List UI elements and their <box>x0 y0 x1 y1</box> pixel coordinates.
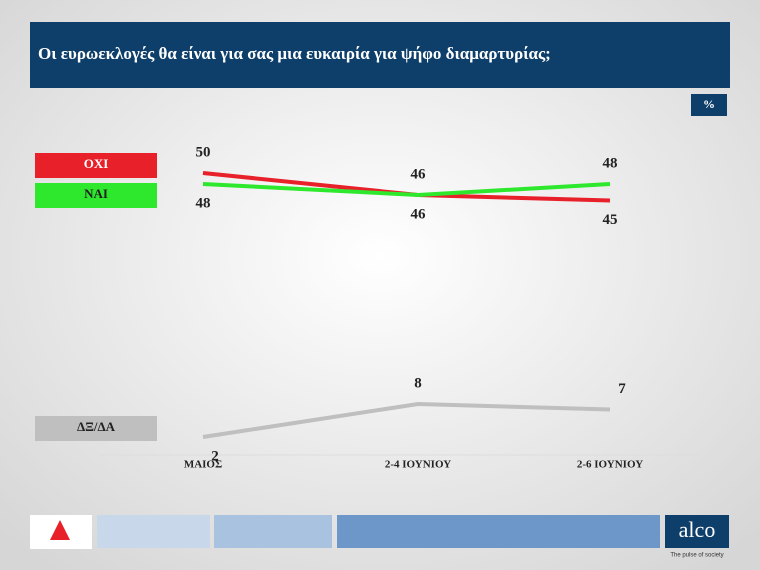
legend-label: ΟΧΙ <box>84 156 109 171</box>
brand: alco <box>679 517 716 542</box>
title: Οι ευρωεκλογές θα είναι για σας μια ευκα… <box>38 44 551 63</box>
legend-swatch <box>35 183 157 208</box>
x-tick-label: 2-6 ΙΟΥΝΙΟΥ <box>577 459 643 471</box>
data-label: 2 <box>211 448 219 464</box>
data-label: 46 <box>411 206 427 222</box>
x-tick-label: ΜΑΙΟΣ <box>184 459 222 471</box>
footer-bar <box>214 515 332 548</box>
data-label: 48 <box>196 195 211 211</box>
data-label: 46 <box>411 166 427 182</box>
footer-bar <box>337 515 660 548</box>
unit-box <box>691 94 727 116</box>
legend-label: ΔΞ/ΔΑ <box>77 419 116 434</box>
data-label: 48 <box>603 155 618 171</box>
data-label: 8 <box>414 375 422 391</box>
series-line <box>202 182 611 198</box>
legend-label: ΝΑΙ <box>84 186 108 201</box>
data-label: 45 <box>603 212 618 228</box>
legend-swatch <box>35 153 157 178</box>
brand-box <box>665 515 729 548</box>
legend-swatch <box>35 416 157 441</box>
data-label: 50 <box>196 144 211 160</box>
title-bar <box>30 22 730 88</box>
tagline: The pulse of society <box>670 553 723 559</box>
chart: ΜΑΙΟΣ 2-4 ΙΟΥΝΙΟΥ 2-6 ΙΟΥΝΙΟΥ ΟΧΙ 50 46 45 ΝΑΙ 4… <box>35 144 643 471</box>
x-tick-label: 2-4 ΙΟΥΝΙΟΥ <box>385 459 451 471</box>
footer-bar <box>97 515 210 548</box>
unit: % <box>703 97 715 111</box>
data-label: 7 <box>618 381 626 397</box>
series-line <box>202 401 611 439</box>
logo <box>50 520 70 540</box>
